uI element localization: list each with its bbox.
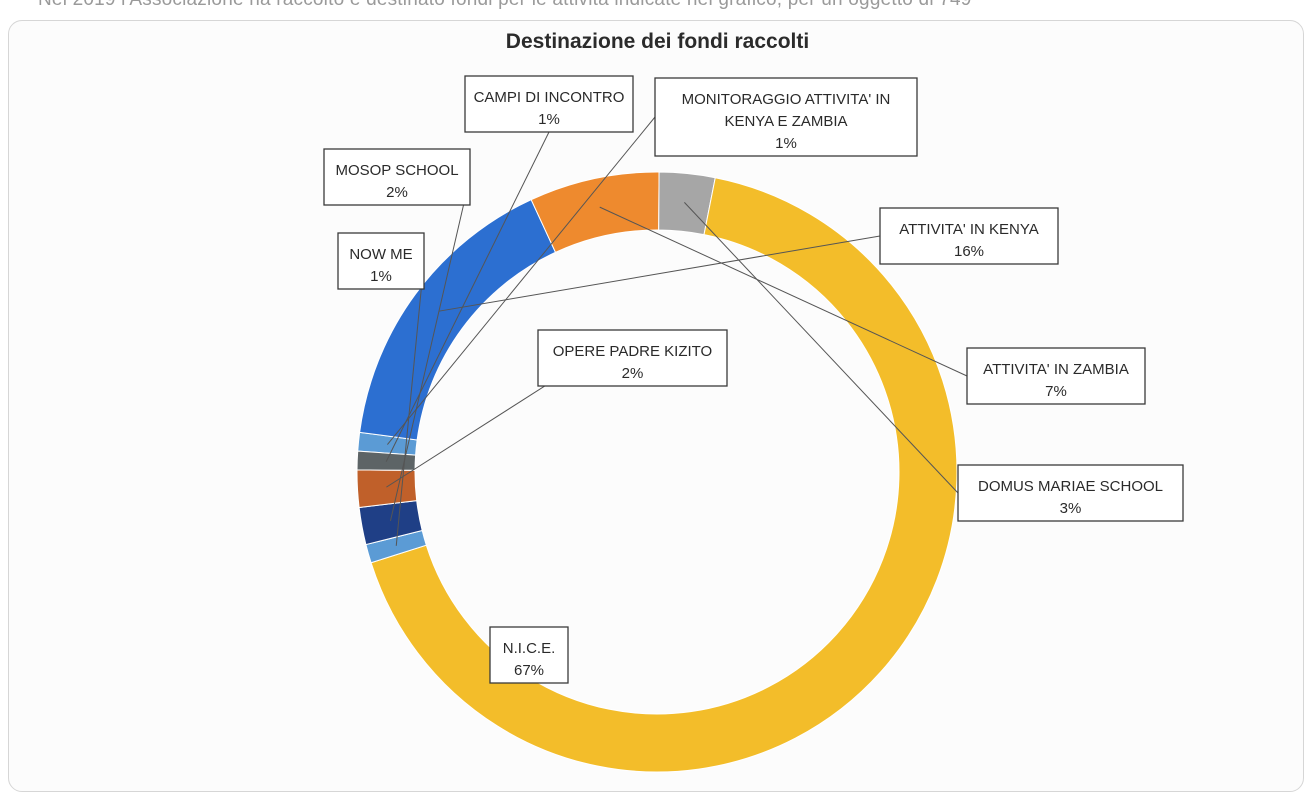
- callout-box: [337, 232, 425, 290]
- callout-label: ATTIVITA' IN ZAMBIA: [983, 361, 1129, 378]
- callout-value: 3%: [1060, 500, 1082, 517]
- callout-value: 2%: [622, 365, 644, 382]
- callout-value: 67%: [514, 662, 544, 679]
- callout-value: 1%: [775, 135, 797, 152]
- data-callout-4: N.I.C.E. 67%: [489, 626, 569, 684]
- donut-slice-4: [370, 177, 958, 773]
- callout-label: OPERE PADRE KIZITO: [553, 343, 712, 360]
- callout-label: NOW ME: [349, 246, 412, 263]
- data-callout-8: CAMPI DI INCONTRO 1%: [464, 75, 634, 133]
- callout-value: 2%: [386, 184, 408, 201]
- data-callout-6: MOSOP SCHOOL 2%: [323, 148, 471, 206]
- callout-value: 7%: [1045, 383, 1067, 400]
- callout-box: [537, 329, 728, 387]
- data-callout-7: OPERE PADRE KIZITO 2%: [537, 329, 728, 387]
- callout-box: [489, 626, 569, 684]
- leader-line-8: [385, 131, 550, 462]
- data-callout-3: DOMUS MARIAE SCHOOL 3%: [957, 464, 1184, 522]
- data-callout-0: MONITORAGGIO ATTIVITA' IN KENYA E ZAMBIA 1…: [654, 77, 918, 157]
- donut-slice-7: [356, 469, 418, 509]
- data-callout-5: NOW ME 1%: [337, 232, 425, 290]
- header-fragment-text: Nel 2019 l'Associazione ha raccolto e de…: [38, 0, 972, 9]
- callout-label: N.I.C.E.: [503, 640, 556, 657]
- leader-line-1: [438, 235, 881, 312]
- data-callout-2: ATTIVITA' IN ZAMBIA 7%: [966, 347, 1146, 405]
- callout-value: 1%: [370, 268, 392, 285]
- callout-value: 1%: [538, 111, 560, 128]
- callout-box: [966, 347, 1146, 405]
- callout-box: [879, 207, 1059, 265]
- callout-label: CAMPI DI INCONTRO: [474, 89, 625, 106]
- leader-line-0: [387, 116, 656, 445]
- callout-box: [654, 77, 918, 157]
- callout-label: MOSOP SCHOOL: [335, 162, 458, 179]
- chart-title: Destinazione dei fondi raccolti: [505, 30, 810, 53]
- callout-box: [957, 464, 1184, 522]
- callout-box: [323, 148, 471, 206]
- header-fragment: Nel 2019 l'Associazione ha raccolto e de…: [0, 0, 1315, 10]
- callout-box: [464, 75, 634, 133]
- callout-value: 16%: [954, 243, 984, 260]
- callout-label: DOMUS MARIAE SCHOOL: [978, 478, 1163, 495]
- leader-line-3: [684, 202, 959, 494]
- callout-label: MONITORAGGIO ATTIVITA' IN: [682, 91, 891, 108]
- callout-label: KENYA E ZAMBIA: [724, 113, 847, 130]
- data-callout-1: ATTIVITA' IN KENYA 16%: [879, 207, 1059, 265]
- donut-slice-2: [530, 171, 660, 253]
- leader-line-6: [389, 176, 471, 522]
- leader-line-5: [395, 260, 425, 546]
- leader-line-2: [599, 206, 968, 377]
- callout-label: ATTIVITA' IN KENYA: [899, 221, 1039, 238]
